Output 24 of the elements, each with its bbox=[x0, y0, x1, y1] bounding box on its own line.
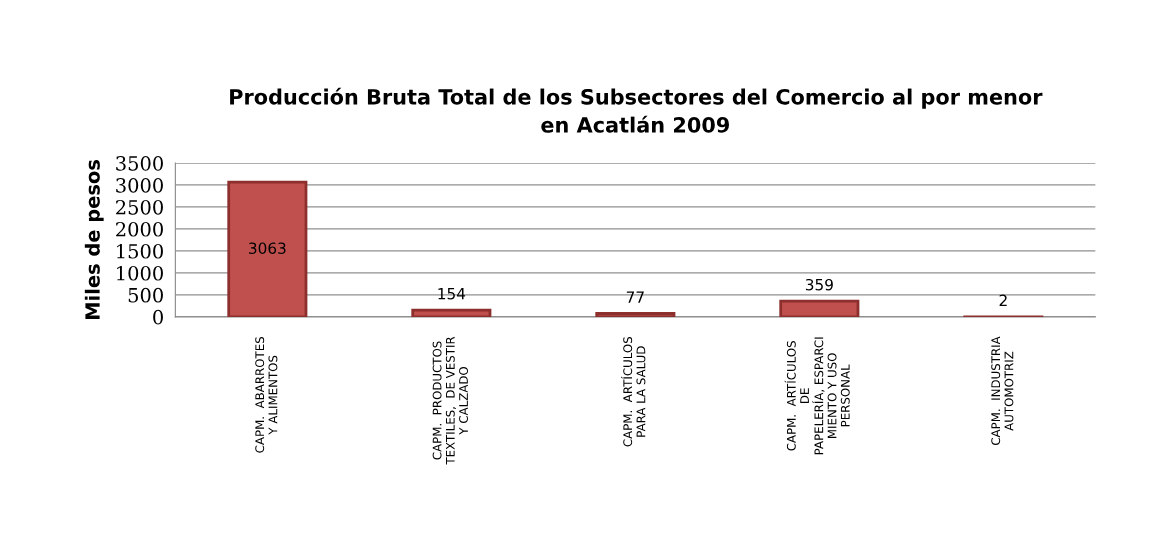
bar bbox=[227, 180, 308, 317]
bar bbox=[411, 308, 492, 317]
data-label: 359 bbox=[805, 278, 833, 291]
x-tick-label: CAPM. ABARROTES Y ALIMENTOS bbox=[255, 336, 278, 453]
chart-title: Producción Bruta Total de los Subsectores del Comercio al por menor en Acatlán 2009 bbox=[230, 87, 1043, 133]
data-label: 154 bbox=[438, 288, 466, 300]
bar bbox=[595, 312, 676, 317]
x-tick-label: CAPM. PRODUCTOS TEXTILES, DE VESTIR Y CALZADO bbox=[432, 336, 468, 465]
y-tick-label: 2500 bbox=[116, 199, 163, 215]
y-tick-label: 3500 bbox=[116, 155, 163, 171]
x-tick-label: CAPM. ARTÍCULOS DE PAPELERÍA, ESPARCI MIENTO Y USO PERSONAL bbox=[784, 337, 850, 455]
x-tick-label: CAPM. INDUSTRIA AUTOMOTRIZ bbox=[991, 336, 1014, 446]
data-label: 77 bbox=[626, 291, 644, 303]
y-axis-title: Miles de pesos bbox=[84, 160, 104, 320]
y-tick-label: 2000 bbox=[116, 221, 163, 237]
y-tick-label: 1500 bbox=[117, 243, 163, 259]
y-tick-label: 3000 bbox=[116, 177, 163, 193]
x-tick-label: CAPM. ARTÍCULOS PARA LA SALUD bbox=[621, 336, 646, 447]
data-label: 3063 bbox=[249, 242, 286, 254]
bar bbox=[779, 299, 860, 317]
data-label: 2 bbox=[999, 294, 1007, 306]
y-tick-label: 0 bbox=[153, 309, 163, 325]
y-tick-label: 500 bbox=[128, 287, 163, 303]
y-tick-label: 1000 bbox=[117, 265, 163, 281]
